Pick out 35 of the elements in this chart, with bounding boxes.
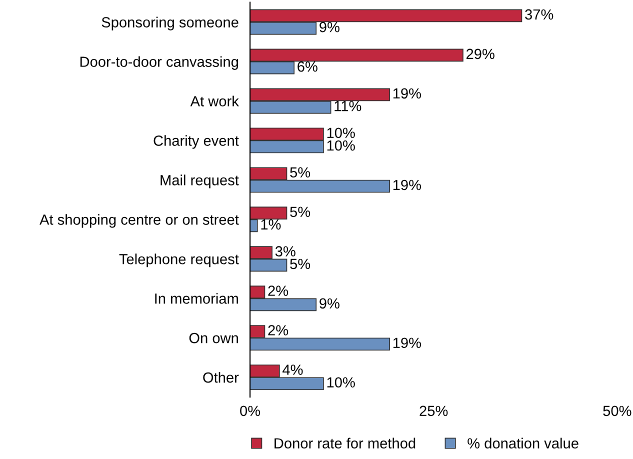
data-label: 9%: [320, 298, 340, 309]
legend-label: % donation value: [468, 438, 578, 449]
data-label: 29%: [466, 48, 494, 60]
data-label: 10%: [327, 377, 355, 388]
data-label: 10%: [327, 140, 355, 151]
y-tick-label: Charity event: [154, 135, 239, 149]
y-tick-label: Sponsoring someone: [102, 16, 238, 30]
data-label: 37%: [525, 9, 554, 20]
data-label: 19%: [393, 180, 421, 190]
y-tick-label: At work: [190, 96, 239, 106]
y-tick-label: On own: [189, 332, 238, 344]
y-tick-label: Mail request: [160, 174, 239, 188]
x-tick-label: 50%: [603, 406, 632, 416]
data-label: 6%: [298, 61, 318, 72]
data-label: 5%: [290, 206, 310, 217]
data-label: 1%: [261, 219, 281, 230]
data-label: 3%: [275, 246, 296, 256]
data-label: 2%: [268, 325, 288, 336]
data-label: 5%: [290, 167, 310, 178]
legend-label: Donor rate for method: [274, 438, 416, 449]
data-label: 10%: [327, 128, 355, 138]
y-tick-label: Door-to-door canvassing: [80, 56, 238, 70]
data-label: 11%: [334, 100, 362, 112]
y-tick-label: Telephone request: [119, 254, 239, 268]
data-label: 9%: [320, 22, 340, 32]
x-tick-label: 0%: [240, 406, 260, 416]
data-label: 4%: [282, 364, 303, 375]
y-tick-label: In memoriam: [155, 293, 238, 304]
y-tick-label: At shopping centre or on street: [40, 214, 239, 228]
x-tick-label: 25%: [420, 406, 448, 416]
data-label: 19%: [393, 338, 421, 348]
data-label: 2%: [268, 286, 288, 296]
y-tick-label: Other: [203, 372, 239, 383]
data-label: 19%: [393, 88, 421, 99]
data-label: 5%: [290, 258, 310, 270]
